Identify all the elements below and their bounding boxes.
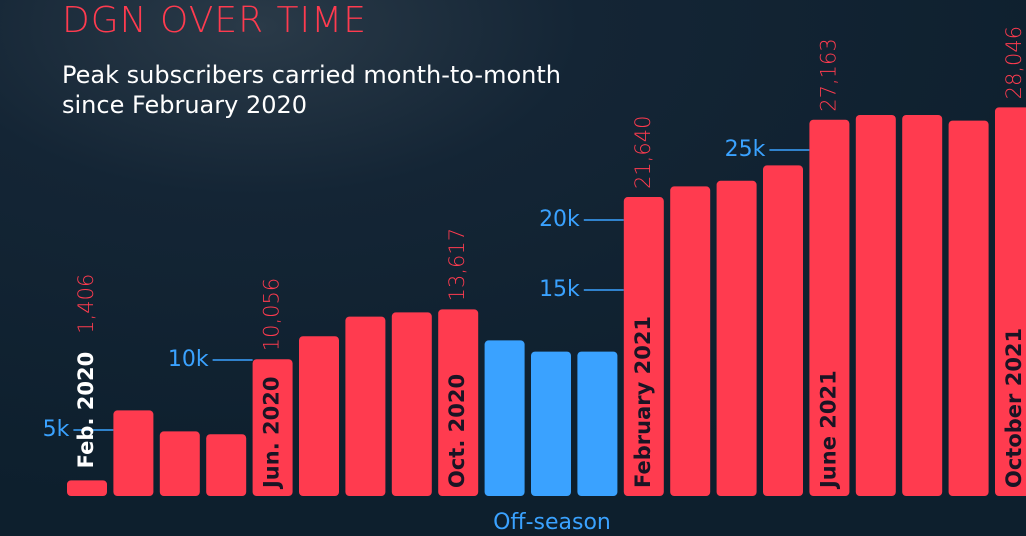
chart-title: DGN OVER TIME [62,0,367,41]
bar [484,340,525,496]
bar [995,107,1026,496]
value-label: 13,617 [445,228,469,301]
bar [438,309,479,496]
category-label: Jun. 2020 [260,377,284,490]
subtitle-line: Peak subscribers carried month-to-month [62,61,561,89]
y-tick-label: 20k [539,207,580,232]
bar [623,197,664,497]
bar [299,336,339,496]
value-label: 10,056 [260,278,284,351]
category-label: Feb. 2020 [74,352,98,469]
bar [809,119,850,496]
bar [716,180,757,497]
value-label: 21,640 [631,116,655,189]
bar [531,351,571,496]
bar [113,410,154,496]
bar [159,431,200,496]
bar [206,434,247,496]
value-label: 1,406 [74,274,98,334]
category-label: June 2021 [816,370,840,490]
bar [252,359,293,496]
bar [345,316,386,496]
value-label: 28,046 [1002,26,1026,99]
y-tick-label: 5k [43,417,70,442]
bar [670,186,711,496]
y-tick-label: 10k [168,347,209,372]
bar [902,115,943,496]
subtitle-line: since February 2020 [62,91,307,119]
annotation: Off-season [493,510,611,535]
y-tick-label: 25k [725,137,766,162]
bar [763,165,803,496]
category-label: Oct. 2020 [445,374,469,488]
y-tick-label: 15k [539,277,580,302]
bar [391,312,432,496]
category-label: October 2021 [1002,328,1026,488]
bar [577,351,618,496]
bar [948,120,989,496]
bar [67,480,107,496]
value-label: 27,163 [816,38,840,111]
bar [855,115,896,496]
category-label: February 2021 [631,316,655,488]
